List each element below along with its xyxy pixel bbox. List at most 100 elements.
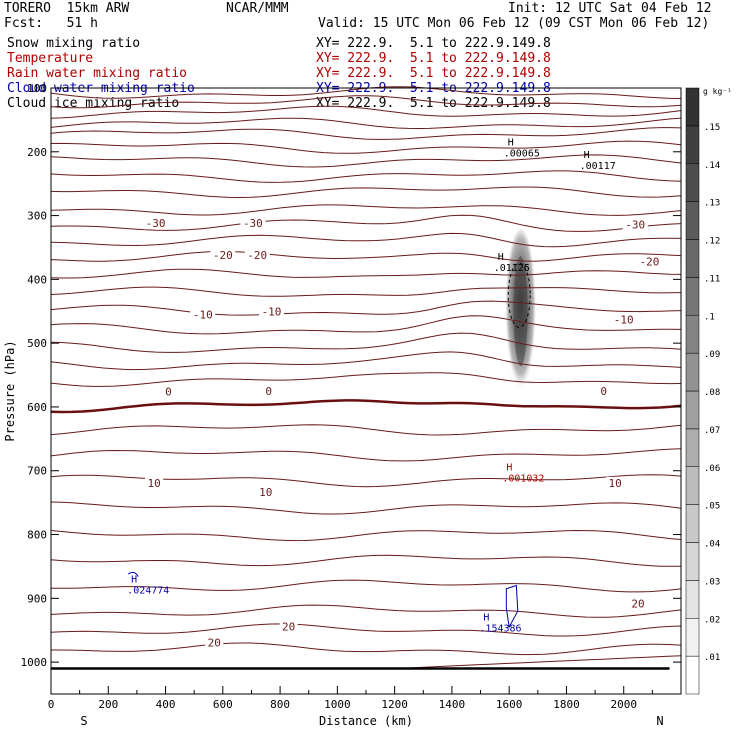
temperature-contour (50, 529, 682, 542)
x-tick-label: 1400 (439, 698, 466, 711)
temperature-contour-label: -20 (640, 256, 660, 269)
temperature-contour (50, 315, 682, 335)
y-tick-label: 700 (27, 465, 47, 478)
maximum-value: .024774 (127, 585, 169, 596)
temperature-contour (50, 554, 682, 567)
field-xy-snow: XY= 222.9. 5.1 to 222.9.149.8 (316, 36, 551, 51)
cloud-water-contour (505, 584, 519, 629)
colorbar-tick-label: .04 (704, 540, 720, 550)
temperature-contour (50, 448, 682, 462)
temperature-contour (50, 372, 682, 387)
temperature-contour-label: 0 (165, 386, 172, 399)
temperature-contour-label: -30 (243, 217, 263, 230)
temperature-contour-label: -10 (262, 305, 282, 318)
temperature-contour-label: -30 (146, 217, 166, 230)
field-xy-rain: XY= 222.9. 5.1 to 222.9.149.8 (316, 66, 551, 81)
temperature-contour (50, 186, 682, 199)
y-tick-label: 100 (27, 82, 47, 95)
temperature-contour-label: -10 (614, 314, 634, 327)
temperature-label-bg (162, 385, 174, 398)
temperature-contour-label: -10 (193, 308, 213, 321)
header-title: TORERO 15km ARW (4, 1, 130, 16)
temperature-contour (50, 105, 682, 119)
field-xy-temperature: XY= 222.9. 5.1 to 222.9.149.8 (316, 51, 551, 66)
colorbar-tick-label: .11 (704, 274, 720, 284)
colorbar-tick-label: .14 (704, 161, 720, 171)
y-tick-label: 1000 (21, 656, 48, 669)
temperature-contour (50, 399, 682, 414)
colorbar-swatch (685, 390, 700, 430)
temperature-contour (50, 332, 682, 353)
temperature-contour (50, 300, 682, 316)
y-tick-label: 900 (27, 592, 47, 605)
temperature-label-bg (244, 249, 270, 262)
temperature-contour (50, 204, 682, 216)
temperature-contour (50, 501, 682, 515)
colorbar-swatch (685, 125, 700, 164)
colorbar-swatch (685, 504, 700, 543)
temperature-contour (50, 127, 682, 140)
colorbar-tick-label: .01 (704, 653, 720, 663)
temperature-contour (50, 604, 682, 618)
colorbar-tick-label: .03 (704, 577, 720, 587)
cloud-ice-contour (507, 262, 531, 328)
y-tick-label: 800 (27, 529, 47, 542)
temperature-contour (50, 424, 682, 436)
header-fcst: Fcst: 51 h (4, 16, 98, 31)
snow-shading-core (513, 256, 528, 367)
temperature-contour-label: 10 (259, 486, 272, 499)
x-tick-label: 1800 (553, 698, 580, 711)
temperature-contour-label: 10 (609, 477, 622, 490)
temperature-contour (51, 642, 682, 656)
field-name-rain: Rain water mixing ratio (7, 66, 188, 81)
temperature-contour-label: -20 (247, 249, 267, 262)
colorbar-swatch (685, 618, 700, 657)
colorbar-swatch (685, 315, 700, 354)
temperature-label-bg (210, 249, 236, 262)
temperature-contour (50, 154, 682, 168)
colorbar-unit: g kg⁻¹ (703, 87, 732, 96)
temperature-contour (50, 351, 682, 371)
colorbar-swatch (685, 466, 700, 505)
colorbar-swatch (685, 542, 700, 581)
colorbar-tick-label: .06 (704, 464, 720, 474)
temperature-label-bg (190, 308, 216, 321)
temperature-contour (50, 250, 682, 262)
temperature-label-bg (263, 385, 275, 397)
temperature-contour (50, 214, 682, 232)
temperature-contour-label: -30 (625, 219, 645, 232)
temperature-contour-label: 0 (600, 385, 607, 398)
temperature-contour-label: 20 (631, 597, 644, 610)
colorbar-tick-label: .02 (704, 615, 720, 625)
temperature-label-bg (637, 255, 662, 268)
maximum-marker: H (506, 463, 512, 474)
temperature-label-bg (143, 217, 169, 230)
colorbar-swatch (685, 239, 700, 278)
colorbar-swatch (685, 655, 700, 695)
colorbar-swatch (685, 87, 700, 127)
temperature-contour-label: -20 (213, 249, 233, 262)
temperature-label-bg (598, 385, 610, 397)
temperature-label-bg (259, 305, 284, 318)
south-label: S (80, 714, 87, 728)
temperature-contour-label: 0 (265, 385, 272, 398)
temperature-label-bg (629, 597, 648, 610)
colorbar-swatch (685, 352, 700, 392)
colorbar-swatch (685, 580, 700, 619)
field-name-temperature: Temperature (7, 51, 94, 66)
colorbar-tick-label: .15 (704, 123, 720, 133)
header-init: Init: 12 UTC Sat 04 Feb 12 (508, 1, 712, 16)
x-tick-label: 1000 (324, 698, 351, 711)
y-tick-label: 400 (27, 273, 47, 286)
temperature-contour (50, 140, 682, 154)
plot-frame (50, 87, 682, 695)
x-tick-label: 1600 (496, 698, 523, 711)
colorbar-swatch (685, 428, 700, 467)
temperature-contour (50, 623, 682, 637)
maximum-marker: H (508, 137, 514, 148)
cloud-water-contour (128, 571, 139, 577)
maximum-value: .00065 (504, 148, 540, 159)
x-tick-label: 0 (48, 698, 55, 711)
colorbar-tick-label: .07 (704, 426, 720, 436)
